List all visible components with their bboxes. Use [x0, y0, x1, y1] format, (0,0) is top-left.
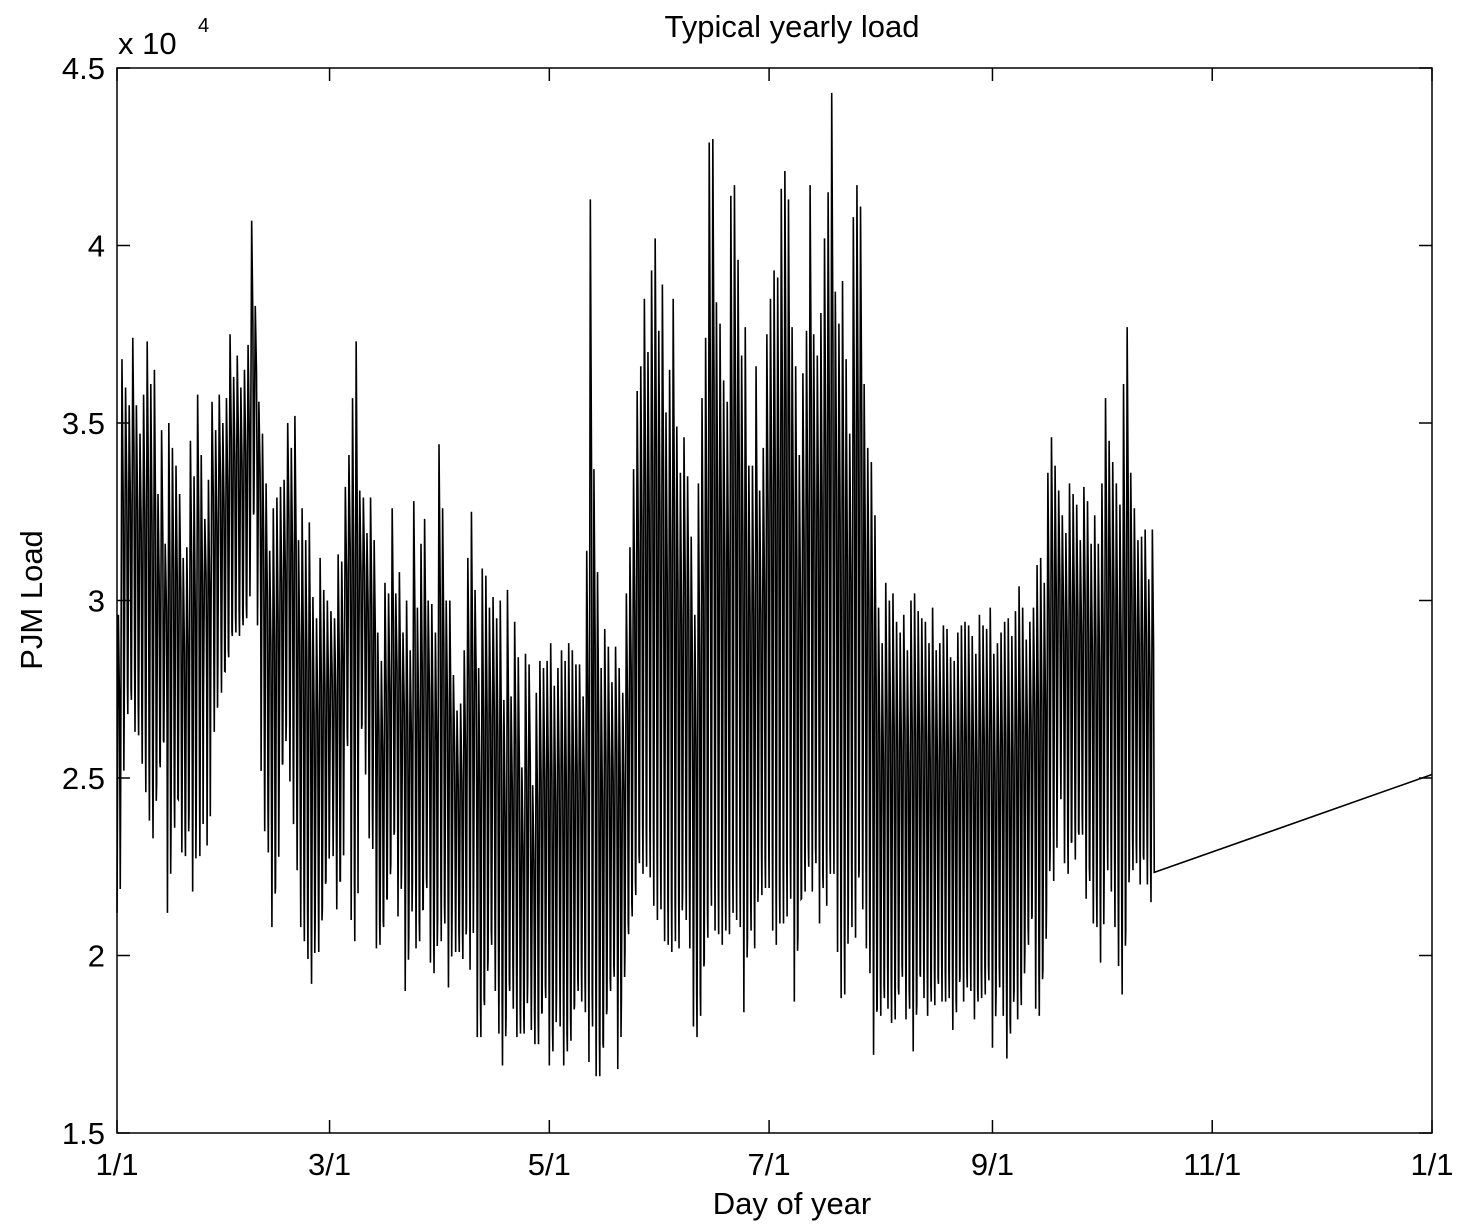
series-line-0 — [116, 92, 1433, 1077]
x-tick-label-6: 1/1 — [1410, 1147, 1453, 1182]
y-tick-label-3: 3 — [88, 584, 105, 619]
x-axis-label: Day of year — [713, 1186, 872, 1221]
x-tick-label-3: 7/1 — [748, 1147, 791, 1182]
x-tick-label-4: 9/1 — [971, 1147, 1014, 1182]
tick-layer: 1/1 3/1 5/1 7/1 9/1 11/1 1/11.522.533.544.5 — [62, 51, 1454, 1182]
x-tick-label-2: 5/1 — [528, 1147, 571, 1182]
y-tick-label-4: 3.5 — [62, 406, 105, 441]
y-tick-label-1: 2 — [88, 939, 105, 974]
plot-layer — [116, 92, 1433, 1077]
y-tick-label-5: 4 — [88, 229, 105, 264]
y-axis-label: PJM Load — [14, 530, 49, 670]
y-tick-label-6: 4.5 — [62, 51, 105, 86]
y-tick-label-2: 2.5 — [62, 761, 105, 796]
y-scale-factor: x 10 — [118, 26, 177, 61]
x-tick-label-0: 1/1 — [95, 1147, 138, 1182]
y-tick-label-0: 1.5 — [62, 1116, 105, 1151]
chart-title: Typical yearly load — [664, 9, 919, 44]
x-tick-label-5: 11/1 — [1183, 1147, 1241, 1182]
y-scale-exponent: 4 — [198, 15, 209, 37]
x-tick-label-1: 3/1 — [308, 1147, 351, 1182]
